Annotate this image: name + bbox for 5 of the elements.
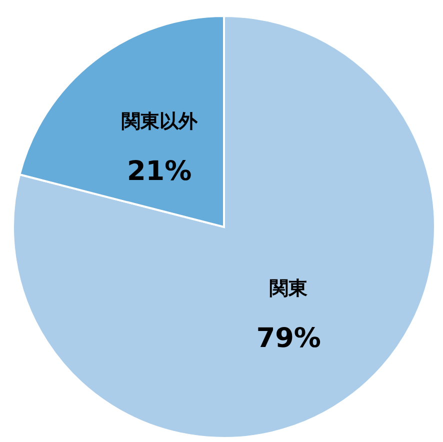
data-label: 79% (256, 322, 321, 354)
pie-slice (12, 15, 436, 439)
slice-label: 関東 (270, 277, 309, 300)
data-label: 21% (127, 156, 192, 188)
slice-label: 関東以外 (121, 110, 198, 133)
